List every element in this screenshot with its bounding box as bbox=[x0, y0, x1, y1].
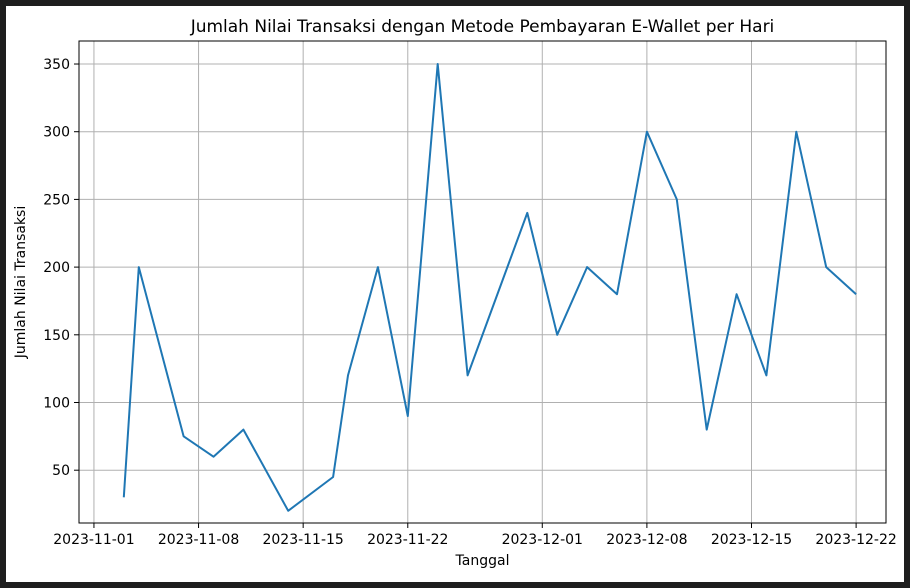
x-tick-label: 2023-11-22 bbox=[367, 532, 448, 548]
series-line bbox=[122, 63, 857, 512]
x-tick-label: 2023-12-01 bbox=[502, 532, 583, 548]
y-tick-label: 250 bbox=[43, 192, 70, 208]
grid bbox=[79, 41, 886, 523]
y-axis-label: Jumlah Nilai Transaksi bbox=[13, 206, 29, 359]
series-layer bbox=[122, 63, 857, 512]
chart-title: Jumlah Nilai Transaksi dengan Metode Pem… bbox=[190, 17, 775, 37]
y-tick-label: 300 bbox=[43, 125, 70, 141]
x-tick-label: 2023-11-08 bbox=[158, 532, 239, 548]
x-axis-label: Tanggal bbox=[455, 553, 510, 569]
x-tick-label: 2023-12-08 bbox=[606, 532, 687, 548]
line-chart: 2023-11-01 2023-11-08 2023-11-15 2023-11-22… bbox=[13, 17, 897, 569]
chart-frame: 2023-11-01 2023-11-08 2023-11-15 2023-11-22… bbox=[6, 6, 904, 582]
y-tick-label: 350 bbox=[43, 57, 70, 73]
y-tick-label: 50 bbox=[52, 463, 70, 479]
x-tick-label: 2023-11-01 bbox=[53, 532, 134, 548]
x-tick-label: 2023-11-15 bbox=[262, 532, 343, 548]
axis-ticks: 2023-11-01 2023-11-08 2023-11-15 2023-11-22… bbox=[43, 57, 897, 548]
x-tick-label: 2023-12-22 bbox=[815, 532, 896, 548]
x-tick-label: 2023-12-15 bbox=[711, 532, 792, 548]
y-tick-label: 100 bbox=[43, 396, 70, 412]
y-tick-label: 150 bbox=[43, 328, 70, 344]
plot-area bbox=[78, 40, 887, 524]
y-tick-label: 200 bbox=[43, 260, 70, 276]
